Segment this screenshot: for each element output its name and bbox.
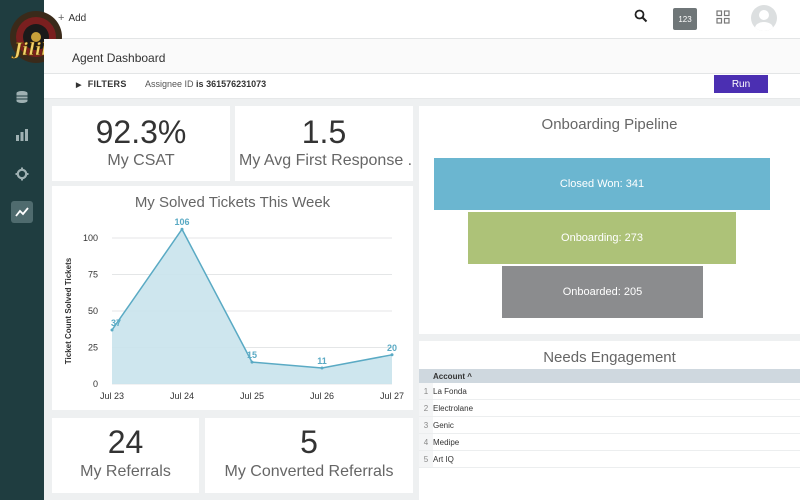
table-row[interactable]: 1 La Fonda — [419, 383, 800, 400]
kpi-csat-value: 92.3% — [95, 114, 187, 150]
y-tick-label: 0 — [93, 379, 98, 389]
funnel-stage-label: Onboarding: 273 — [561, 232, 643, 244]
data-point — [180, 227, 184, 231]
data-label: 11 — [317, 356, 327, 366]
page-title: Agent Dashboard — [72, 51, 166, 65]
x-tick-label: Jul 27 — [380, 391, 404, 401]
assignee-filter-value: 361576231073 — [206, 79, 267, 89]
data-point — [320, 366, 324, 370]
assignee-filter[interactable]: Assignee ID is 361576231073 — [145, 79, 266, 89]
caret-right-icon: ▶ — [76, 82, 82, 89]
funnel-stage-label: Onboarded: 205 — [562, 286, 643, 298]
account-name: Genic — [433, 416, 800, 434]
row-number: 4 — [419, 433, 433, 451]
app-grid-icon[interactable] — [716, 10, 730, 29]
accounts-table: Account ^ 1 La Fonda 2 Electrolane 3 Genic … — [419, 369, 800, 468]
kpi-converted-card: 5 My Converted Referrals — [205, 418, 413, 493]
funnel-stage[interactable]: Onboarded: 205 — [502, 266, 703, 318]
y-tick-label: 50 — [88, 306, 98, 316]
kpi-converted-value: 5 — [300, 424, 318, 460]
onboarding-pipeline-card: Onboarding Pipeline Closed Won: 341 Onbo… — [419, 106, 800, 334]
funnel-stage[interactable]: Closed Won: 341 — [434, 158, 770, 210]
top-bar: + Add 123 — [44, 0, 800, 39]
row-number: 5 — [419, 450, 433, 468]
run-button[interactable]: Run — [714, 75, 768, 93]
add-button[interactable]: + Add — [58, 12, 87, 24]
data-point — [110, 328, 114, 332]
filter-bar: ▶ FILTERS Assignee ID is 361576231073 Run — [44, 74, 800, 99]
x-tick-label: Jul 23 — [100, 391, 124, 401]
gear-icon[interactable] — [11, 163, 33, 185]
kpi-first-response-card: 1.5 My Avg First Response ... — [235, 106, 413, 181]
area-fill — [112, 229, 392, 384]
assignee-filter-operator: is — [196, 79, 204, 89]
table-row[interactable]: 2 Electrolane — [419, 399, 800, 417]
account-name: La Fonda — [433, 383, 800, 400]
account-name: Medipe — [433, 433, 800, 451]
row-number: 3 — [419, 416, 433, 434]
search-icon[interactable] — [634, 9, 648, 28]
title-bar: Agent Dashboard — [44, 39, 800, 74]
x-tick-label: Jul 24 — [170, 391, 194, 401]
x-tick-label: Jul 26 — [310, 391, 334, 401]
table-row[interactable]: 4 Medipe — [419, 433, 800, 451]
kpi-converted-label: My Converted Referrals — [224, 463, 394, 480]
kpi-referrals-card: 24 My Referrals — [52, 418, 199, 493]
assignee-filter-label: Assignee ID — [145, 79, 194, 89]
data-point — [250, 360, 254, 364]
filters-label: FILTERS — [87, 79, 127, 89]
account-name: Electrolane — [433, 399, 800, 417]
sort-asc-icon: ^ — [467, 371, 472, 381]
kpi-first-response-value: 1.5 — [301, 114, 347, 150]
kpi-first-response-label: My Avg First Response ... — [239, 152, 413, 169]
needs-engagement-title: Needs Engagement — [543, 349, 676, 366]
sidebar — [0, 0, 44, 500]
data-point — [390, 353, 394, 357]
row-number: 2 — [419, 399, 433, 417]
kpi-csat-label: My CSAT — [107, 152, 175, 169]
y-tick-label: 25 — [88, 343, 98, 353]
numeric-badge-button[interactable]: 123 — [673, 8, 697, 30]
x-tick-label: Jul 25 — [240, 391, 264, 401]
kpi-csat-card: 92.3% My CSAT — [52, 106, 230, 181]
account-name: Art IQ — [433, 450, 800, 468]
row-number-header — [419, 369, 433, 383]
data-label: 15 — [247, 350, 257, 360]
avatar[interactable] — [751, 5, 777, 31]
account-column-label: Account — [433, 371, 465, 381]
data-label: 20 — [387, 343, 397, 353]
solved-tickets-card: My Solved Tickets This Week 0 25 50 75 100 37… — [52, 186, 413, 410]
data-label: 106 — [174, 217, 189, 227]
database-icon[interactable] — [11, 86, 33, 108]
account-column-header[interactable]: Account ^ — [433, 369, 800, 383]
bar-chart-icon[interactable] — [11, 124, 33, 146]
table-row[interactable]: 5 Art IQ — [419, 450, 800, 468]
solved-tickets-title: My Solved Tickets This Week — [134, 194, 331, 211]
solved-tickets-chart: 0 25 50 75 100 37 106 15 11 20 Jul 23 Jul 24 Jul 25 J… — [64, 217, 404, 401]
data-label: 37 — [111, 318, 121, 328]
row-number: 1 — [419, 383, 433, 400]
add-label: Add — [68, 13, 87, 24]
y-tick-label: 75 — [88, 270, 98, 280]
kpi-referrals-value: 24 — [107, 424, 144, 460]
kpi-referrals-label: My Referrals — [80, 463, 171, 480]
trend-line-icon[interactable] — [11, 201, 33, 223]
table-row[interactable]: 3 Genic — [419, 416, 800, 434]
funnel-stage[interactable]: Onboarding: 273 — [468, 212, 736, 264]
funnel-stage-label: Closed Won: 341 — [559, 178, 645, 190]
y-tick-label: 100 — [83, 233, 98, 243]
filters-toggle[interactable]: ▶ FILTERS — [76, 79, 127, 89]
y-axis-label: Ticket Count Solved Tickets — [64, 257, 73, 364]
needs-engagement-card: Needs Engagement Account ^ 1 La Fonda 2 El… — [419, 341, 800, 500]
onboarding-pipeline-title: Onboarding Pipeline — [541, 116, 678, 133]
